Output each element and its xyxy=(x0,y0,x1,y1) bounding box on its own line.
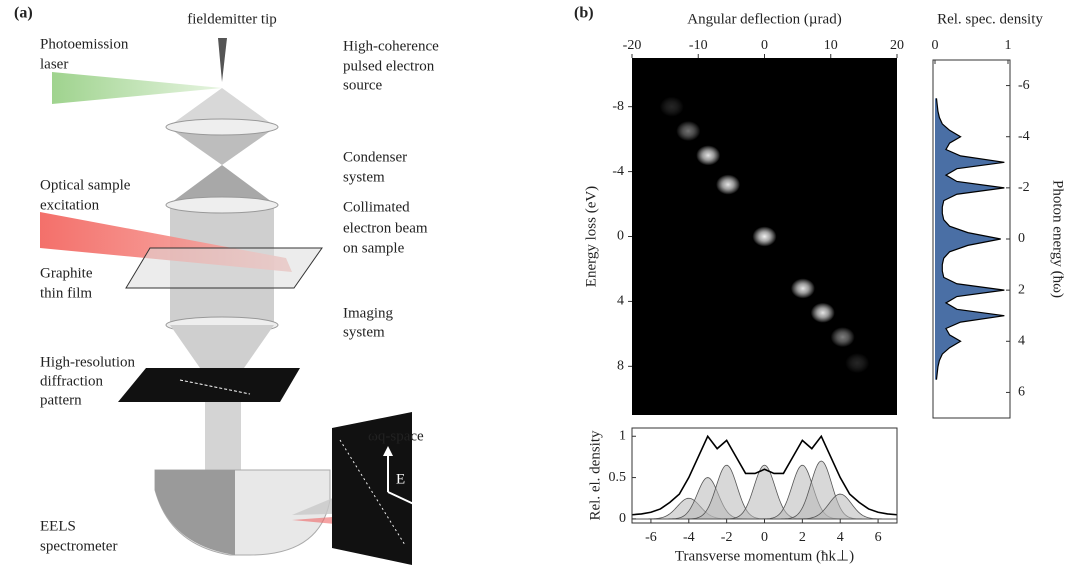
wq-spots xyxy=(339,439,406,546)
y-tick-label: 4 xyxy=(1018,334,1025,349)
arrow xyxy=(387,491,419,507)
diffraction-spots xyxy=(179,379,251,395)
label: system xyxy=(343,324,385,340)
label: pattern xyxy=(40,392,82,408)
panel-a-drawing xyxy=(40,38,419,565)
spot xyxy=(696,145,721,166)
label: on sample xyxy=(343,240,405,256)
label: High-coherence xyxy=(343,38,439,54)
label: excitation xyxy=(40,197,100,213)
x-tick-label: -10 xyxy=(689,38,708,53)
spot xyxy=(790,278,815,299)
x-tick-label: 0 xyxy=(932,38,939,53)
spot xyxy=(676,121,701,142)
label: EELS xyxy=(40,518,76,534)
x-tick-label: 2 xyxy=(799,530,806,545)
y-tick-label: 4 xyxy=(617,294,624,309)
label: p xyxy=(418,485,426,501)
y-tick-label: 1 xyxy=(619,428,626,443)
diffraction-screen xyxy=(118,368,300,402)
spot xyxy=(830,327,855,348)
x-tick-label: 0 xyxy=(761,530,768,545)
label: Collimated xyxy=(343,199,410,215)
y-tick-label: 0.5 xyxy=(609,470,627,485)
y-tick-label: -8 xyxy=(612,99,624,114)
spot xyxy=(810,302,835,323)
label: E xyxy=(396,471,405,487)
x-axis-label: Rel. spec. density xyxy=(937,11,1043,27)
label: Optical sample xyxy=(40,177,131,193)
y-tick-label: 6 xyxy=(1018,385,1025,400)
y-tick-label: -4 xyxy=(1018,129,1030,144)
laser-beam xyxy=(52,72,222,104)
x-tick-label: 4 xyxy=(837,530,844,545)
beam-cone xyxy=(168,165,276,205)
x-tick-label: -20 xyxy=(623,38,642,53)
y-tick-label: 0 xyxy=(619,511,626,526)
y-axis-label: Energy loss (eV) xyxy=(583,186,599,287)
panel-label: (a) xyxy=(14,5,33,22)
lens xyxy=(165,118,279,136)
y-tick-label: 8 xyxy=(617,359,624,374)
area-fill xyxy=(935,98,1005,380)
label: system xyxy=(343,169,385,185)
y-tick-label: 0 xyxy=(617,229,624,244)
label: diffraction xyxy=(40,373,104,389)
label: pulsed electron xyxy=(343,58,435,74)
spot xyxy=(716,174,741,195)
x-tick-label: -4 xyxy=(683,530,695,545)
lens xyxy=(165,196,279,214)
beam-cone xyxy=(168,127,276,165)
beam-column xyxy=(205,402,241,472)
label: thin film xyxy=(40,285,92,301)
x-axis-label: Transverse momentum (ħk⊥) xyxy=(675,548,854,564)
y-tick-label: -6 xyxy=(1018,78,1030,93)
label: Condenser xyxy=(343,149,407,165)
wq-screen xyxy=(332,412,412,565)
label: spectrometer xyxy=(40,538,117,554)
label: High-resolution xyxy=(40,354,135,370)
y-tick-label: 0 xyxy=(1018,231,1025,246)
x-tick-label: 6 xyxy=(875,530,882,545)
label-subscript: x xyxy=(427,493,432,504)
x-tick-label: 1 xyxy=(1005,38,1012,53)
panel-a-labels: (a) fieldemitter tip Photoemission laser… xyxy=(14,5,594,555)
spot xyxy=(659,96,684,117)
spot xyxy=(845,353,870,374)
sample-film xyxy=(125,247,323,289)
x-tick-label: 20 xyxy=(890,38,904,53)
y-tick-label: -4 xyxy=(612,164,624,179)
x-tick-label: -2 xyxy=(721,530,733,545)
y-axis-label: Rel. el. density xyxy=(587,430,603,520)
x-axis-label: Angular deflection (µrad) xyxy=(687,11,841,27)
emitter-tip xyxy=(218,38,227,82)
x-tick-label: 10 xyxy=(824,38,838,53)
spectrometer xyxy=(155,470,235,555)
beam-cone xyxy=(168,88,276,127)
y-tick-label: -2 xyxy=(1018,180,1030,195)
label: ωq-space xyxy=(368,428,424,444)
label: electron beam xyxy=(343,220,428,236)
label: laser xyxy=(40,56,68,72)
spectrum-line xyxy=(935,98,1005,380)
envelope-line xyxy=(631,434,898,516)
y-axis-label: Photon energy (ħω) xyxy=(1050,180,1066,298)
spot xyxy=(752,226,777,247)
label: fieldemitter tip xyxy=(187,11,277,27)
peak xyxy=(632,493,898,520)
arrow-head xyxy=(383,446,393,456)
y-tick-label: 2 xyxy=(1018,282,1025,297)
label: Imaging xyxy=(343,305,393,321)
panel-label: (b) xyxy=(574,5,594,22)
x-tick-label: 0 xyxy=(761,38,768,53)
label: source xyxy=(343,77,382,93)
beam-cone xyxy=(170,325,274,368)
x-tick-label: -6 xyxy=(645,530,657,545)
label: Photoemission xyxy=(40,36,129,52)
label: Graphite xyxy=(40,265,93,281)
